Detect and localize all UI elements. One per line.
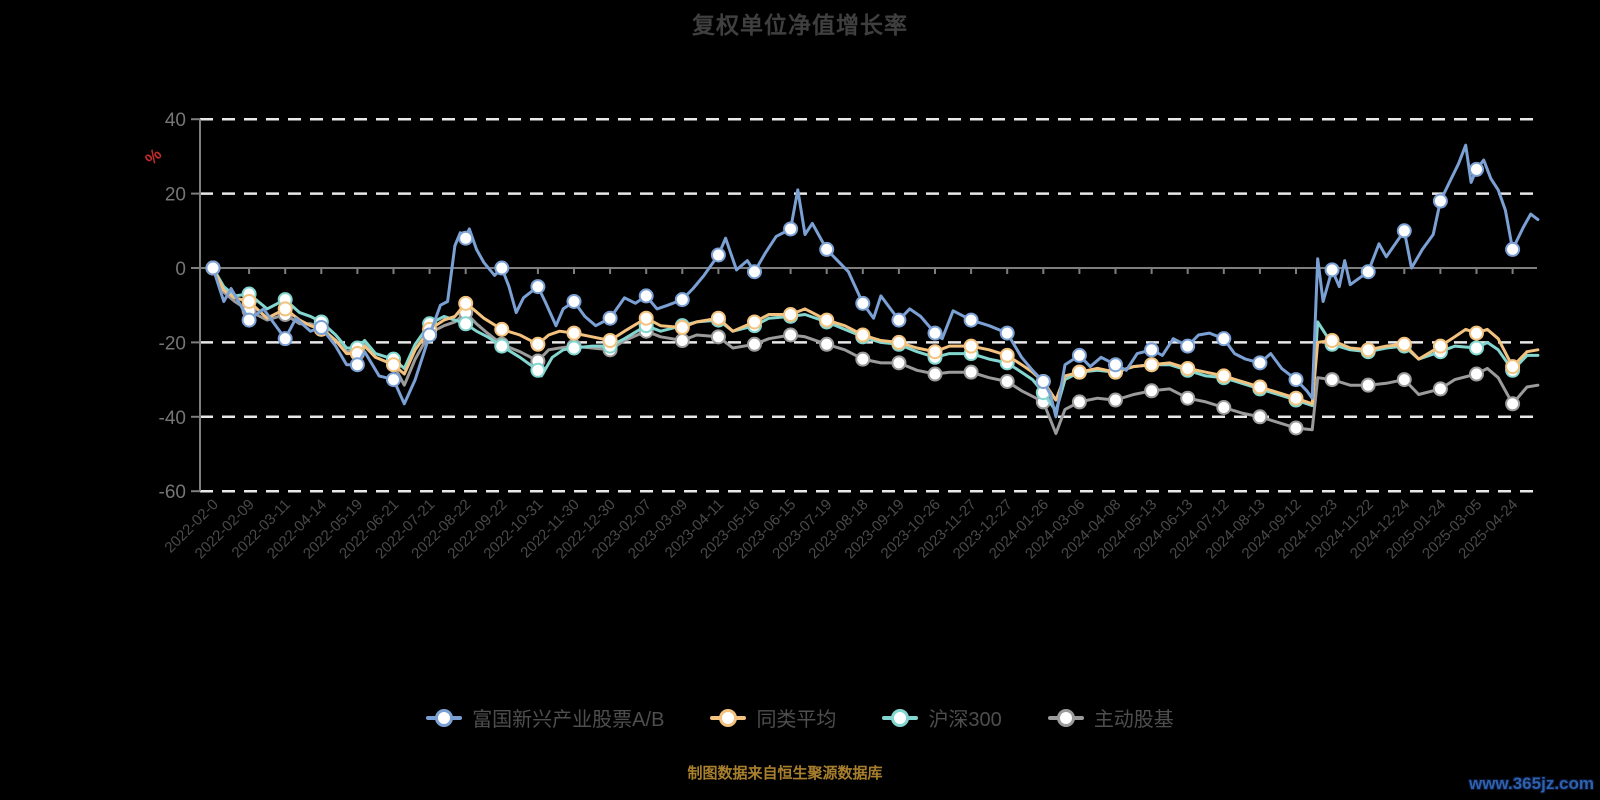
legend-label: 沪深300 (928, 709, 1002, 731)
line-marker-icon (882, 708, 919, 727)
line-marker-icon (426, 708, 463, 727)
svg-text:-40: -40 (159, 408, 186, 429)
chart-legend: 富国新兴产业股票A/B 同类平均 沪深300 主动股基 (0, 703, 1600, 732)
legend-item-category-average[interactable]: 同类平均 (710, 703, 836, 732)
legend-item-fund[interactable]: 富国新兴产业股票A/B (426, 703, 664, 732)
svg-text:-20: -20 (159, 333, 186, 354)
page-title: 复权单位净值增长率 (692, 12, 908, 38)
svg-text:40: 40 (165, 110, 186, 131)
svg-text:-60: -60 (159, 482, 186, 503)
legend-item-csi300[interactable]: 沪深300 (882, 703, 1002, 732)
svg-text:20: 20 (165, 185, 186, 206)
legend-item-active-equity[interactable]: 主动股基 (1047, 703, 1174, 732)
legend-label: 主动股基 (1093, 709, 1174, 731)
data-source-note: 制图数据来自恒生聚源数据库 (687, 765, 883, 782)
svg-text:0: 0 (175, 259, 186, 280)
legend-label: 同类平均 (756, 709, 837, 731)
legend-label: 富国新兴产业股票A/B (472, 709, 665, 731)
line-marker-icon (1047, 708, 1084, 727)
site-watermark: www.365jz.com (1468, 774, 1594, 793)
svg-text:%: % (141, 145, 165, 169)
line-marker-icon (710, 708, 747, 727)
